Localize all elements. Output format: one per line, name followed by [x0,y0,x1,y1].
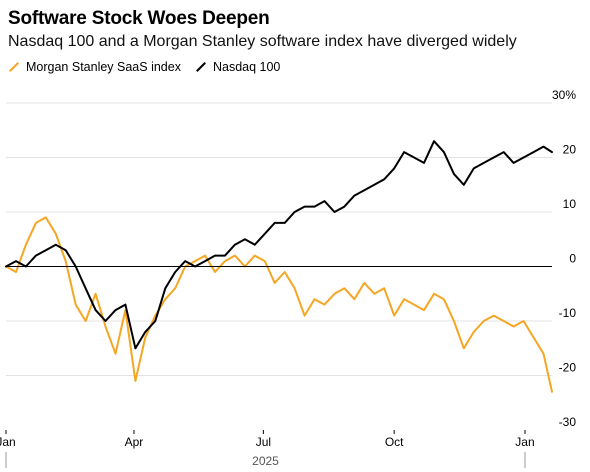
y-tick-label: 20 [563,143,577,157]
x-tick-label: Jan [515,435,534,449]
legend-label-saas: Morgan Stanley SaaS index [26,60,181,74]
legend-item-nasdaq: Nasdaq 100 [195,60,280,74]
legend-label-nasdaq: Nasdaq 100 [212,60,281,74]
chart-title: Software Stock Woes Deepen [8,8,270,29]
x-tick-label: Jul [256,435,271,449]
x-tick-label: Oct [385,435,404,449]
y-tick-label: 10 [563,197,577,211]
y-tick-label: -20 [559,361,577,375]
legend-item-saas: Morgan Stanley SaaS index [8,60,181,74]
nasdaq-100-line [5,140,553,350]
y-tick-label: -10 [559,306,577,320]
y-tick-label: 30% [552,88,576,102]
year-label: 2025 [252,454,279,468]
y-tick-label: 0 [569,252,576,266]
x-tick-label: Apr [125,435,144,449]
y-tick-label: -30 [559,415,577,429]
chart-subtitle: Nasdaq 100 and a Morgan Stanley software… [8,33,517,50]
saas-index-line [5,216,553,393]
x-tick-label: Jan [0,435,16,449]
legend: Morgan Stanley SaaS index Nasdaq 100 [8,60,280,74]
